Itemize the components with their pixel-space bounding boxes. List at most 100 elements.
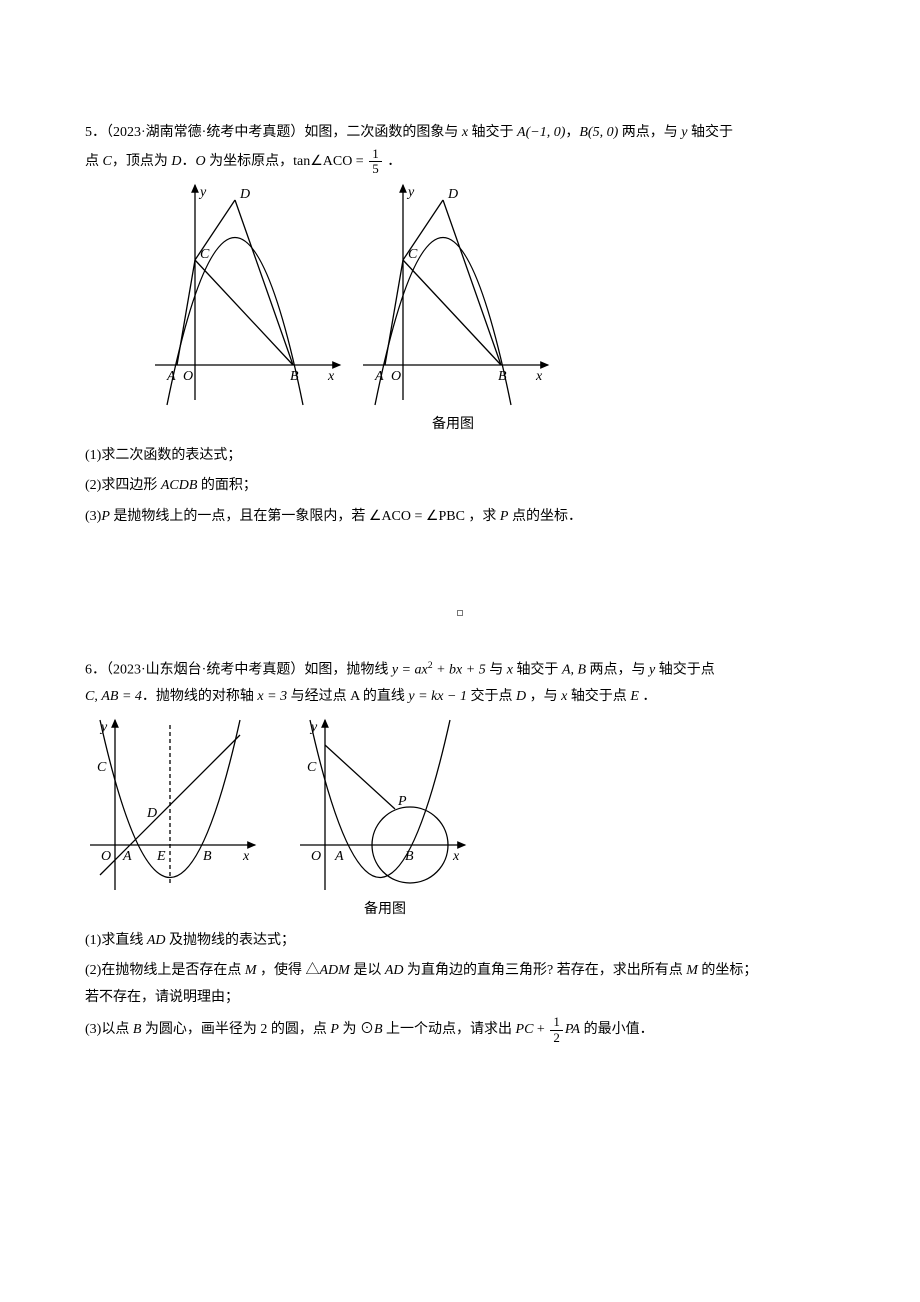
eq-parabola-b: + bx + 5 [433, 663, 486, 678]
t: 两点，与 [586, 663, 649, 678]
t: (1)求直线 [85, 933, 147, 948]
q5-fig2-col: y D C A O B x 备用图 [353, 180, 553, 439]
t: 为坐标原点， [206, 154, 294, 169]
t: (3) [85, 509, 101, 524]
lbl-x: x [242, 849, 250, 864]
t: 轴交于 [513, 663, 562, 678]
square-icon [457, 610, 463, 616]
B2: B [374, 1022, 383, 1037]
den: 5 [369, 161, 382, 176]
M: M [245, 963, 257, 978]
PA: PA [565, 1022, 580, 1037]
t: 轴交于 [687, 125, 733, 140]
t: 是抛物线上的一点，且在第一象限内，若 [110, 509, 369, 524]
q6-stem-line1: 6．（2023·山东烟台·统考中考真题）如图，抛物线 y = ax2 + bx … [85, 657, 835, 684]
d: 2 [550, 1030, 563, 1045]
lbl-B: B [203, 849, 212, 864]
lbl-B: B [290, 369, 299, 384]
t: (2)在抛物线上是否存在点 [85, 963, 245, 978]
lbl-A: A [122, 849, 132, 864]
lbl-A: A [166, 369, 176, 384]
lbl-C: C [200, 247, 210, 262]
t: 的坐标； [698, 963, 758, 978]
q6-fig2-col: y C P O A B x 备用图 [295, 715, 475, 924]
lbl-O: O [311, 849, 321, 864]
t: ． [384, 154, 402, 169]
eq-parabola-a: y = ax [392, 663, 428, 678]
q5-text: 如图，二次函数的图象与 [304, 125, 462, 140]
lbl-C: C [307, 760, 317, 775]
lbl-D: D [447, 187, 458, 202]
C: C [85, 689, 94, 704]
lbl-D: D [239, 187, 250, 202]
q5-number: 5． [85, 125, 106, 140]
lbl-C: C [408, 247, 418, 262]
t: ． [639, 689, 657, 704]
lbl-A: A [334, 849, 344, 864]
q6-figure-1: y C D O A E B x [85, 715, 265, 895]
E: E [630, 689, 639, 704]
t: 与经过点 A 的直线 [287, 689, 408, 704]
q6-part1: (1)求直线 AD 及抛物线的表达式； [85, 928, 835, 955]
lbl-D: D [146, 806, 157, 821]
P: P [330, 1022, 339, 1037]
O: O [195, 154, 205, 169]
lbl-O: O [391, 369, 401, 384]
lbl-P: P [397, 794, 407, 809]
plus: + [533, 1022, 548, 1037]
t: 若不存在，请说明理由； [85, 990, 239, 1005]
t: 交于点 [467, 689, 516, 704]
t: 及抛物线的表达式； [166, 933, 296, 948]
t: ．抛物线的对称轴 [142, 689, 258, 704]
t: 点 [85, 154, 103, 169]
M2: M [686, 963, 698, 978]
t: 上一个动点，请求出 [383, 1022, 516, 1037]
q6-part2-line2: 若不存在，请说明理由； [85, 985, 835, 1012]
AB4: AB = 4 [101, 689, 142, 704]
lbl-x: x [327, 369, 335, 384]
A-expr: A(−1, 0) [517, 125, 565, 140]
q6-caption: 备用图 [364, 897, 406, 924]
lbl-B: B [405, 849, 414, 864]
q6-fig1-col: y C D O A E B x [85, 715, 265, 895]
q5-figure-1: y D C A O B x [145, 180, 345, 410]
q6-number: 6． [85, 663, 106, 678]
t: 轴交于点 [567, 689, 630, 704]
t: (2)求四边形 [85, 478, 161, 493]
t: 轴交于点 [655, 663, 715, 678]
t: 为 ⊙ [339, 1022, 374, 1037]
t: ， [565, 125, 579, 140]
t: 如图，抛物线 [304, 663, 392, 678]
q5-stem-line2: 点 C，顶点为 D．O 为坐标原点，tan∠ACO = 15 ． [85, 147, 835, 177]
q5-part3: (3)P 是抛物线上的一点，且在第一象限内，若 ∠ACO = ∠PBC ，求 P… [85, 504, 835, 531]
t: (3)以点 [85, 1022, 133, 1037]
t: 两点，与 [618, 125, 681, 140]
q5-source: （2023·湖南常德·统考中考真题） [106, 125, 304, 140]
lbl-x: x [452, 849, 460, 864]
lbl-y: y [198, 185, 207, 200]
t: (1)求二次函数的表达式； [85, 448, 241, 463]
q6-figure-2: y C P O A B x [295, 715, 475, 895]
q5-caption: 备用图 [432, 412, 474, 439]
num: 1 [369, 147, 382, 161]
lbl-y: y [406, 185, 415, 200]
q6-source: （2023·山东烟台·统考中考真题） [106, 663, 304, 678]
t: 为圆心，画半径为 2 的圆，点 [141, 1022, 330, 1037]
ADM: ADM [320, 963, 350, 978]
t: ，求 [465, 509, 500, 524]
B-expr: B(5, 0) [579, 125, 618, 140]
t: 的最小值． [580, 1022, 654, 1037]
mid-marker [85, 601, 835, 628]
AD: AD [147, 933, 166, 948]
acdb: ACDB [161, 478, 198, 493]
q5-stem-line1: 5．（2023·湖南常德·统考中考真题）如图，二次函数的图象与 x 轴交于 A(… [85, 120, 835, 147]
q6-part3: (3)以点 B 为圆心，画半径为 2 的圆，点 P 为 ⊙B 上一个动点，请求出… [85, 1015, 835, 1045]
t: ． [181, 154, 195, 169]
n: 1 [550, 1015, 563, 1029]
q5-part2: (2)求四边形 ACDB 的面积； [85, 473, 835, 500]
PC: PC [516, 1022, 534, 1037]
t: ，与 [526, 689, 561, 704]
t: 轴交于 [468, 125, 517, 140]
t: 为直角边的直角三角形? 若存在，求出所有点 [404, 963, 687, 978]
q6-stem-line2: C, AB = 4．抛物线的对称轴 x = 3 与经过点 A 的直线 y = k… [85, 684, 835, 711]
